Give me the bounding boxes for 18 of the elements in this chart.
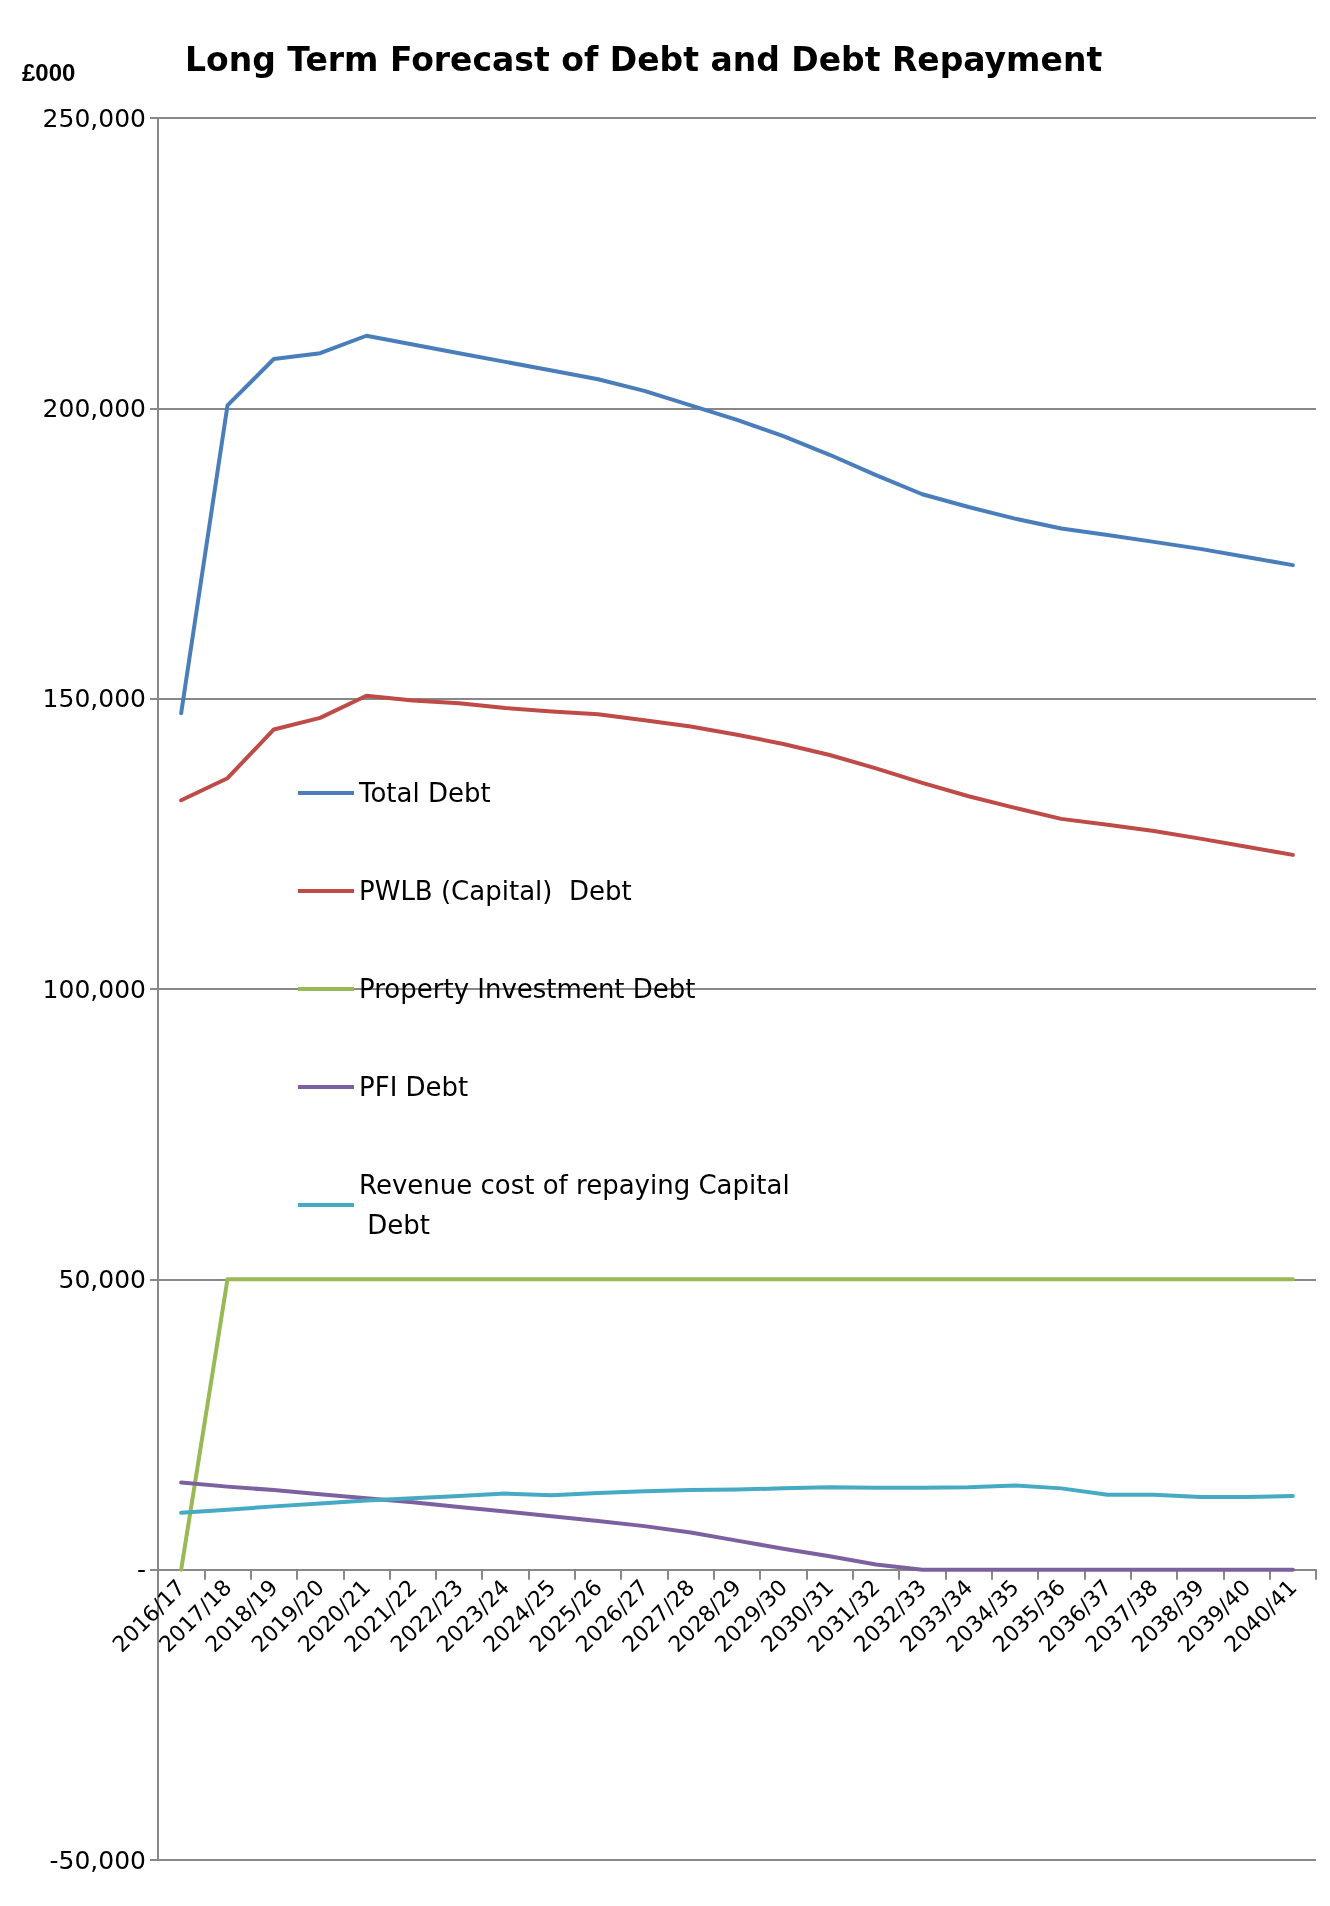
legend-label: PFI Debt xyxy=(359,1072,469,1102)
legend-label: Property Investment Debt xyxy=(359,974,696,1004)
y-tick-label: 100,000 xyxy=(42,974,146,1004)
legend-label: Total Debt xyxy=(358,778,491,808)
y-tick-label: -50,000 xyxy=(49,1845,146,1875)
legend-label: Revenue cost of repaying Capital Debt xyxy=(359,1170,790,1240)
y-tick-label: 250,000 xyxy=(42,103,146,133)
y-tick-label: 200,000 xyxy=(42,393,146,423)
y-axis-title: £000 xyxy=(22,58,76,86)
y-tick-label: 150,000 xyxy=(42,684,146,714)
y-tick-label: - xyxy=(136,1555,146,1585)
line-series xyxy=(179,1483,1295,1515)
legend-label: PWLB (Capital) Debt xyxy=(359,876,632,906)
line-series xyxy=(179,333,1295,716)
line-series xyxy=(179,1480,1295,1572)
y-tick-label: 50,000 xyxy=(58,1264,146,1294)
chart-title: Long Term Forecast of Debt and Debt Repayment xyxy=(185,40,1103,79)
line-series xyxy=(179,693,1295,857)
